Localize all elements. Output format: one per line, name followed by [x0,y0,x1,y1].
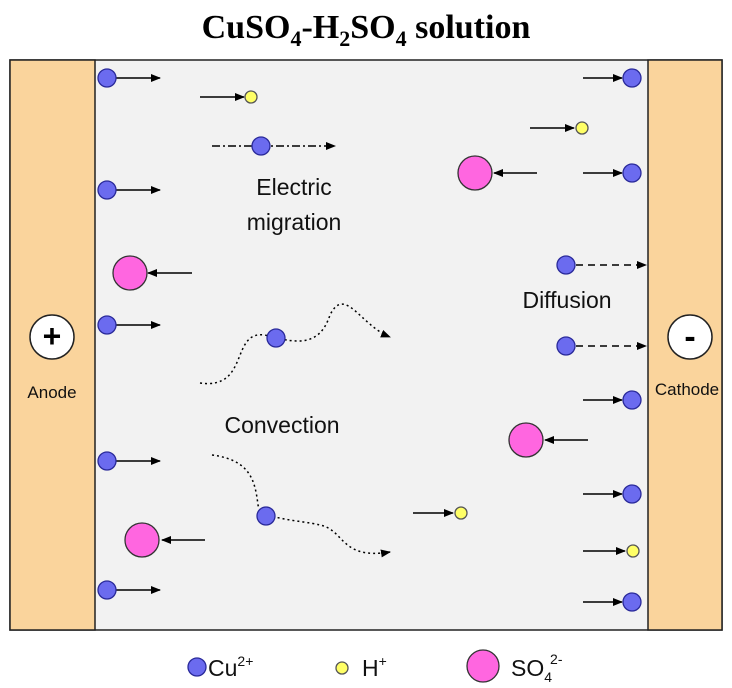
legend: Cu2+ H+ SO4 2- [188,650,563,685]
cu-ion [267,329,285,347]
anode-sign: + [43,318,62,354]
cu-ion [252,137,270,155]
cu-ion [257,507,275,525]
legend-cu: Cu2+ [208,653,253,681]
cu-ion [623,485,641,503]
text-part: SO [511,655,544,681]
cu-ion [623,164,641,182]
so4-ion [113,256,147,290]
cu-ion [98,181,116,199]
migration-label: migration [247,209,342,235]
cu-ion [623,593,641,611]
page: {"title": {"parts": ["CuSO", "4", "-H", … [0,0,732,688]
text-part: 2 [339,26,350,51]
title: CuSO4-H2SO4 solution [202,9,531,51]
so4-ion [458,156,492,190]
cu-ion [98,316,116,334]
diagram: CuSO4-H2SO4 solution + Anode - Cathode E… [0,0,732,688]
anode-label: Anode [27,383,76,402]
text-part: H [362,655,379,681]
convection-label: Convection [224,412,339,438]
cu-ion [557,256,575,274]
cu-ion [98,452,116,470]
cu-ion [623,391,641,409]
diffusion-label: Diffusion [522,287,611,313]
legend-h: H+ [362,653,387,681]
cu-ion [188,658,206,676]
text-part: CuSO [202,9,291,46]
migration-label: Electric [256,174,331,200]
so4-ion [467,650,499,682]
so4-ion [125,523,159,557]
h-ion [627,545,639,557]
cell [10,60,722,630]
h-ion [455,507,467,519]
text-part: -H [301,9,339,46]
text-part: solution [407,9,531,46]
cu-ion [557,337,575,355]
cathode-label: Cathode [655,380,719,399]
h-ion [336,662,348,674]
text-part: Cu [208,655,237,681]
cu-ion [623,69,641,87]
text-part: + [379,653,387,669]
text-part: 2+ [237,653,253,669]
cathode-sign: - [684,318,695,356]
text-part: SO [350,9,395,46]
h-ion [245,91,257,103]
so4-ion [509,423,543,457]
text-part: 4 [544,669,552,685]
legend-so4: SO4 2- [511,651,563,685]
text-part: 2- [550,651,563,667]
text-part: 4 [290,26,301,51]
cu-ion [98,69,116,87]
h-ion [576,122,588,134]
text-part: 4 [396,26,407,51]
cu-ion [98,581,116,599]
